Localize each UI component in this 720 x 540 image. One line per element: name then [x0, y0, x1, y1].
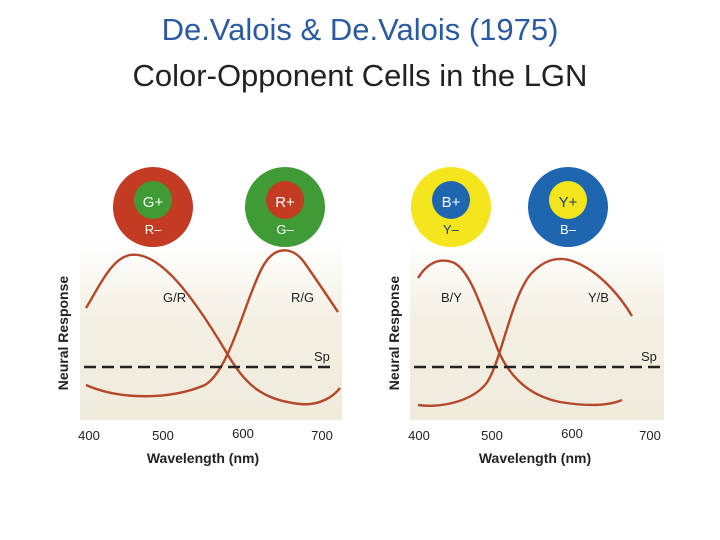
cell-center: [549, 181, 587, 219]
curve-label-y-b: Y/B: [588, 290, 609, 305]
cell-y-plus-b-minus: Y+ B–: [528, 167, 608, 247]
x-axis-label: Wavelength (nm): [147, 450, 259, 466]
cell-surround-label: R–: [145, 222, 162, 237]
curve-label-r-g: R/G: [291, 290, 314, 305]
tick-700: 700: [639, 428, 661, 443]
y-axis-label: Neural Response: [55, 276, 71, 391]
curve-b-y: [416, 259, 623, 407]
tick-600: 600: [232, 426, 254, 441]
cell-r-plus-g-minus: R+ G–: [245, 167, 325, 247]
title-line-2: Color-Opponent Cells in the LGN: [132, 58, 588, 93]
curve-label-b-y: B/Y: [441, 290, 462, 305]
tick-500: 500: [481, 428, 503, 443]
plot-background: [80, 240, 342, 420]
curve-label-g-r: G/R: [163, 290, 186, 305]
tick-700: 700: [311, 428, 333, 443]
tick-600: 600: [561, 426, 583, 441]
x-axis-label: Wavelength (nm): [479, 450, 591, 466]
cell-center-label: R+: [275, 194, 295, 211]
cell-center: [266, 181, 304, 219]
tick-500: 500: [152, 428, 174, 443]
cell-g-plus-r-minus: G+ R–: [113, 167, 193, 247]
sp-label: Sp: [641, 349, 657, 364]
cell-surround-label: Y–: [443, 222, 460, 237]
panel-red-green: G+ R– R+ G– Sp G/R R/G Neural Response 4…: [55, 167, 342, 466]
cell-surround-label: B–: [560, 222, 577, 237]
title-line-1: De.Valois & De.Valois (1975): [161, 12, 559, 47]
curve-y-b: [417, 257, 634, 407]
curve-r-g: [85, 249, 339, 398]
curve-g-r: [84, 253, 341, 406]
cell-center-label: B+: [442, 194, 461, 211]
cell-center-label: G+: [143, 194, 164, 211]
plot-background: [410, 240, 664, 420]
tick-400: 400: [408, 428, 430, 443]
panel-blue-yellow: B+ Y– Y+ B– Sp B/Y Y/B Neural Response 4…: [386, 167, 664, 466]
sp-label: Sp: [314, 349, 330, 364]
cell-center: [432, 181, 470, 219]
y-axis-label: Neural Response: [386, 276, 402, 391]
cell-surround-label: G–: [276, 222, 294, 237]
cell-center-label: Y+: [559, 194, 578, 211]
cell-b-plus-y-minus: B+ Y–: [411, 167, 491, 247]
tick-400: 400: [78, 428, 100, 443]
cell-center: [134, 181, 172, 219]
